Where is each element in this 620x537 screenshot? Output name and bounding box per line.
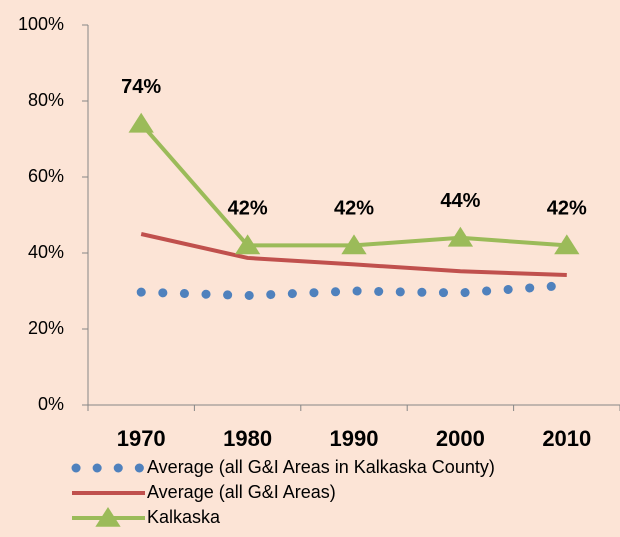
x-tick-label: 2000 <box>436 426 485 451</box>
data-label: 42% <box>228 198 268 220</box>
legend-label: Kalkaska <box>147 507 221 527</box>
x-tick-label: 1990 <box>330 426 379 451</box>
marker <box>128 112 154 133</box>
y-tick-label: 80% <box>28 90 64 110</box>
y-tick-label: 40% <box>28 242 64 262</box>
y-tick-label: 20% <box>28 318 64 338</box>
data-label: 42% <box>547 198 587 220</box>
series-line <box>136 280 572 301</box>
data-label: 42% <box>334 198 374 220</box>
y-tick-label: 0% <box>38 394 64 414</box>
series-line <box>140 232 567 278</box>
y-tick-label: 60% <box>28 166 64 186</box>
data-label: 44% <box>440 190 480 212</box>
legend-label: Average (all G&I Areas) <box>147 482 336 502</box>
x-tick-label: 2010 <box>542 426 591 451</box>
marker <box>554 234 580 255</box>
marker <box>234 234 261 255</box>
legend-label: Average (all G&I Areas in Kalkaska Count… <box>147 457 495 477</box>
y-tick-label: 100% <box>18 14 64 34</box>
legend-marker <box>95 507 121 527</box>
series-line <box>139 122 567 248</box>
marker <box>447 226 474 247</box>
marker <box>341 234 367 255</box>
x-tick-label: 1980 <box>223 426 272 451</box>
x-tick-label: 1970 <box>117 426 166 451</box>
data-label: 74% <box>121 76 161 98</box>
